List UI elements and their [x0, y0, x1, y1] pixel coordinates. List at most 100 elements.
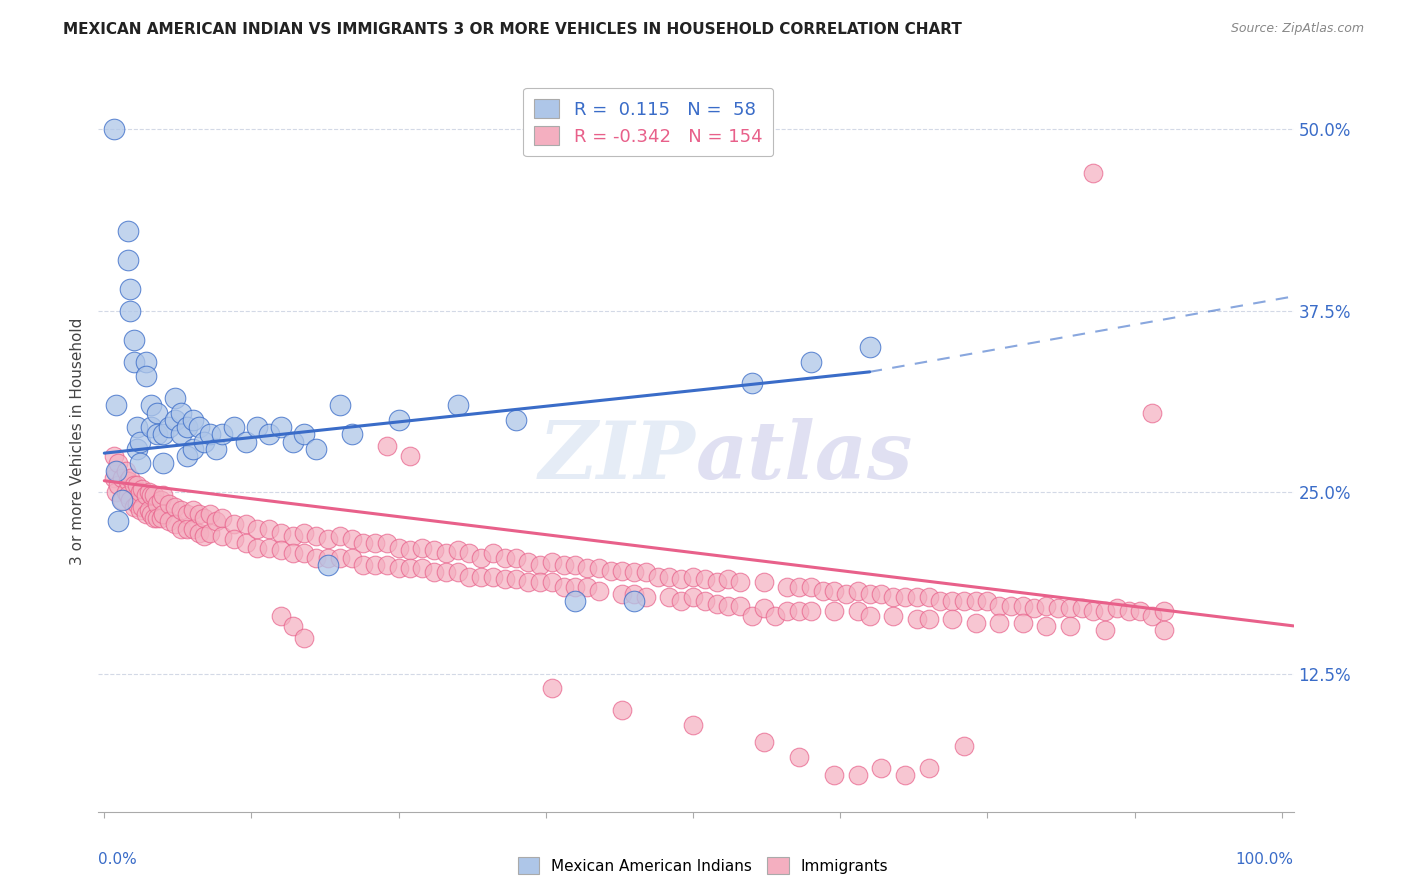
Point [170, 502, 193, 516]
Point [187, 507, 209, 521]
Point [120, 304, 142, 318]
Point [152, 507, 174, 521]
Legend: R =  0.115   N =  58, R = -0.342   N = 154: R = 0.115 N = 58, R = -0.342 N = 154 [523, 87, 773, 156]
Point [894, 590, 917, 604]
Point [270, 526, 292, 541]
Point [776, 580, 799, 594]
Point [540, 681, 562, 696]
Point [1047, 601, 1070, 615]
Point [1035, 599, 1057, 613]
Point [671, 594, 693, 608]
Point [1011, 599, 1033, 613]
Point [235, 517, 257, 532]
Point [222, 420, 245, 434]
Point [752, 735, 775, 749]
Point [149, 492, 172, 507]
Point [1129, 604, 1152, 618]
Point [122, 354, 145, 368]
Point [882, 608, 904, 623]
Point [163, 517, 186, 532]
Point [181, 522, 204, 536]
Point [222, 517, 245, 532]
Point [458, 546, 481, 560]
Point [111, 492, 134, 507]
Point [163, 500, 186, 514]
Point [149, 511, 172, 525]
Point [540, 575, 562, 590]
Text: 0.0%: 0.0% [98, 853, 138, 867]
Point [1059, 601, 1081, 615]
Point [1024, 601, 1046, 615]
Point [800, 604, 823, 618]
Point [917, 612, 939, 626]
Point [134, 488, 156, 502]
Point [176, 420, 198, 434]
Point [482, 546, 505, 560]
Point [163, 391, 186, 405]
Point [846, 768, 869, 782]
Point [1094, 624, 1116, 638]
Point [564, 558, 586, 572]
Point [623, 594, 645, 608]
Point [281, 434, 304, 449]
Point [146, 405, 169, 419]
Point [1142, 608, 1164, 623]
Point [1070, 601, 1092, 615]
Point [122, 500, 145, 514]
Point [965, 594, 987, 608]
Point [176, 507, 198, 521]
Point [953, 594, 976, 608]
Point [529, 575, 551, 590]
Point [905, 590, 928, 604]
Point [505, 550, 527, 565]
Point [352, 558, 374, 572]
Point [588, 561, 610, 575]
Point [517, 555, 540, 569]
Point [634, 565, 657, 579]
Point [146, 511, 169, 525]
Point [246, 522, 269, 536]
Point [222, 532, 245, 546]
Point [375, 536, 398, 550]
Point [941, 594, 963, 608]
Text: 100.0%: 100.0% [1236, 853, 1294, 867]
Point [894, 768, 917, 782]
Point [517, 575, 540, 590]
Point [181, 413, 204, 427]
Point [728, 575, 751, 590]
Point [120, 492, 142, 507]
Point [599, 564, 621, 578]
Point [294, 546, 316, 560]
Point [671, 573, 693, 587]
Point [682, 590, 704, 604]
Point [1083, 166, 1105, 180]
Point [270, 420, 292, 434]
Point [976, 594, 998, 608]
Point [823, 768, 845, 782]
Point [340, 427, 363, 442]
Point [388, 541, 411, 555]
Point [105, 398, 128, 412]
Point [612, 587, 634, 601]
Point [529, 558, 551, 572]
Point [658, 569, 681, 583]
Point [612, 703, 634, 717]
Point [257, 522, 280, 536]
Point [458, 569, 481, 583]
Point [800, 354, 823, 368]
Point [211, 511, 233, 525]
Point [107, 478, 129, 492]
Point [411, 541, 433, 555]
Point [1094, 604, 1116, 618]
Point [329, 529, 352, 543]
Point [111, 471, 134, 485]
Point [846, 584, 869, 599]
Point [235, 434, 257, 449]
Point [941, 612, 963, 626]
Point [205, 442, 228, 456]
Text: MEXICAN AMERICAN INDIAN VS IMMIGRANTS 3 OR MORE VEHICLES IN HOUSEHOLD CORRELATIO: MEXICAN AMERICAN INDIAN VS IMMIGRANTS 3 … [63, 22, 962, 37]
Point [752, 575, 775, 590]
Point [176, 449, 198, 463]
Point [103, 449, 125, 463]
Point [765, 608, 787, 623]
